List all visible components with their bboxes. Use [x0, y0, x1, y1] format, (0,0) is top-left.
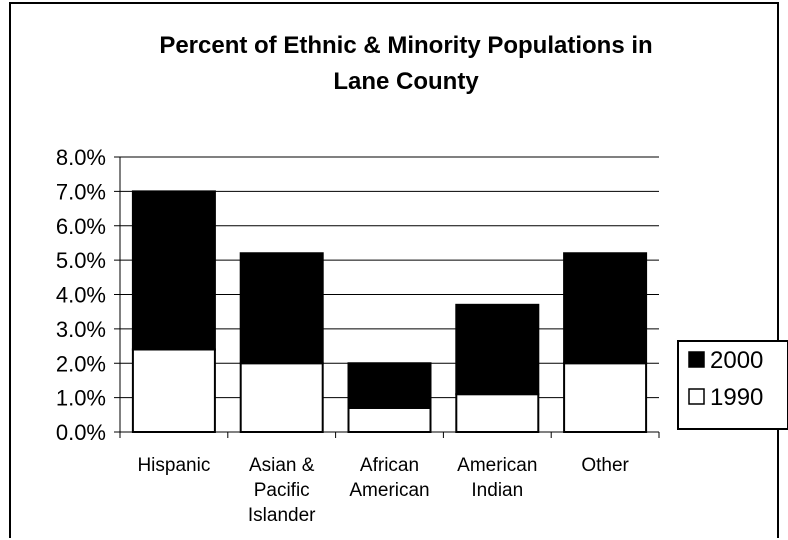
y-tick-label: 8.0%: [56, 145, 106, 170]
x-category-label: Hispanic: [137, 455, 210, 476]
x-category-labels: Hispanic Asian & Pacific Islander African Ame…: [137, 455, 629, 526]
axes: [114, 156, 660, 438]
chart-title-line-1: Percent of Ethnic & Minority Populations…: [159, 32, 653, 59]
legend-swatch-1990: [688, 388, 705, 405]
y-tick-label: 3.0%: [56, 317, 106, 342]
bar-1990: [347, 406, 432, 433]
x-category-label: American: [349, 480, 429, 501]
bar-2000: [131, 190, 216, 351]
y-tick-label: 2.0%: [56, 351, 106, 376]
x-category-label: African: [360, 455, 419, 476]
y-tick-labels: 0.0% 1.0% 2.0% 3.0% 4.0% 5.0% 6.0% 7.0% 8.0%: [56, 145, 106, 445]
bar-1990: [131, 348, 216, 433]
chart-frame: [9, 2, 779, 538]
x-category-label: Asian &: [249, 455, 315, 476]
y-tick-label: 4.0%: [56, 283, 106, 308]
bar-2000: [347, 362, 432, 409]
x-category-label: Islander: [248, 505, 316, 526]
y-tick-label: 6.0%: [56, 214, 106, 239]
bar-2000: [455, 303, 540, 396]
bars: [131, 190, 648, 433]
y-tick-label: 5.0%: [56, 248, 106, 273]
legend-label-1990: 1990: [710, 384, 763, 411]
x-category-label: Pacific: [254, 480, 310, 501]
chart-title-line-2: Lane County: [333, 68, 479, 95]
bar-2000: [239, 252, 324, 365]
x-category-label: Other: [581, 455, 629, 476]
y-tick-label: 1.0%: [56, 386, 106, 411]
bar-1990: [563, 362, 648, 433]
bar-1990: [239, 362, 324, 433]
y-tick-label: 7.0%: [56, 179, 106, 204]
legend-swatch-2000: [688, 351, 705, 368]
bar-1990: [455, 393, 540, 433]
x-category-label: American: [457, 455, 537, 476]
x-category-label: Indian: [471, 480, 523, 501]
bar-2000: [563, 252, 648, 365]
chart-title: Percent of Ethnic & Minority Populations…: [0, 28, 788, 100]
legend: 2000 1990: [677, 340, 788, 430]
legend-label-2000: 2000: [710, 347, 763, 374]
y-tick-label: 0.0%: [56, 420, 106, 445]
